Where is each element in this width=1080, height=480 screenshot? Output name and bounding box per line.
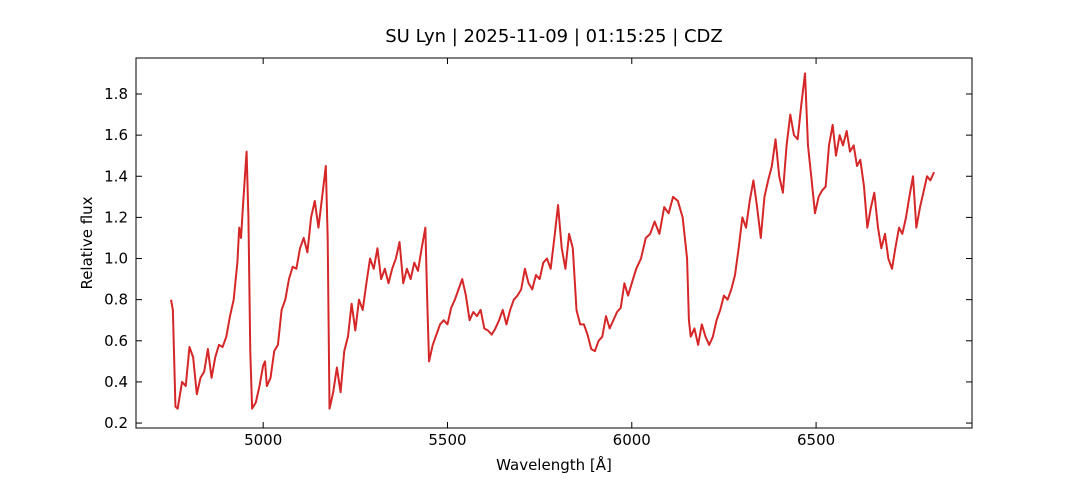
y-tick-label: 1.2 bbox=[104, 208, 128, 226]
chart-title: SU Lyn | 2025-11-09 | 01:15:25 | CDZ bbox=[385, 26, 723, 47]
x-tick-label: 5000 bbox=[244, 431, 282, 449]
y-tick-label: 1.6 bbox=[104, 126, 128, 144]
spectrum-line bbox=[170, 72, 935, 410]
x-tick-label: 6000 bbox=[613, 431, 651, 449]
y-tick-label: 1.8 bbox=[104, 85, 128, 103]
y-tick-label: 1.0 bbox=[104, 250, 128, 268]
y-tick-label: 0.6 bbox=[104, 332, 128, 350]
y-axis-label: Relative flux bbox=[78, 196, 96, 289]
y-tick-label: 1.4 bbox=[104, 167, 128, 185]
plot-frame bbox=[135, 57, 973, 429]
x-tick-label: 5500 bbox=[428, 431, 466, 449]
y-tick-label: 0.4 bbox=[104, 373, 128, 391]
x-axis-label: Wavelength [Å] bbox=[496, 455, 612, 474]
y-tick-label: 0.2 bbox=[104, 414, 128, 432]
x-tick-label: 6500 bbox=[797, 431, 835, 449]
y-tick-label: 0.8 bbox=[104, 291, 128, 309]
